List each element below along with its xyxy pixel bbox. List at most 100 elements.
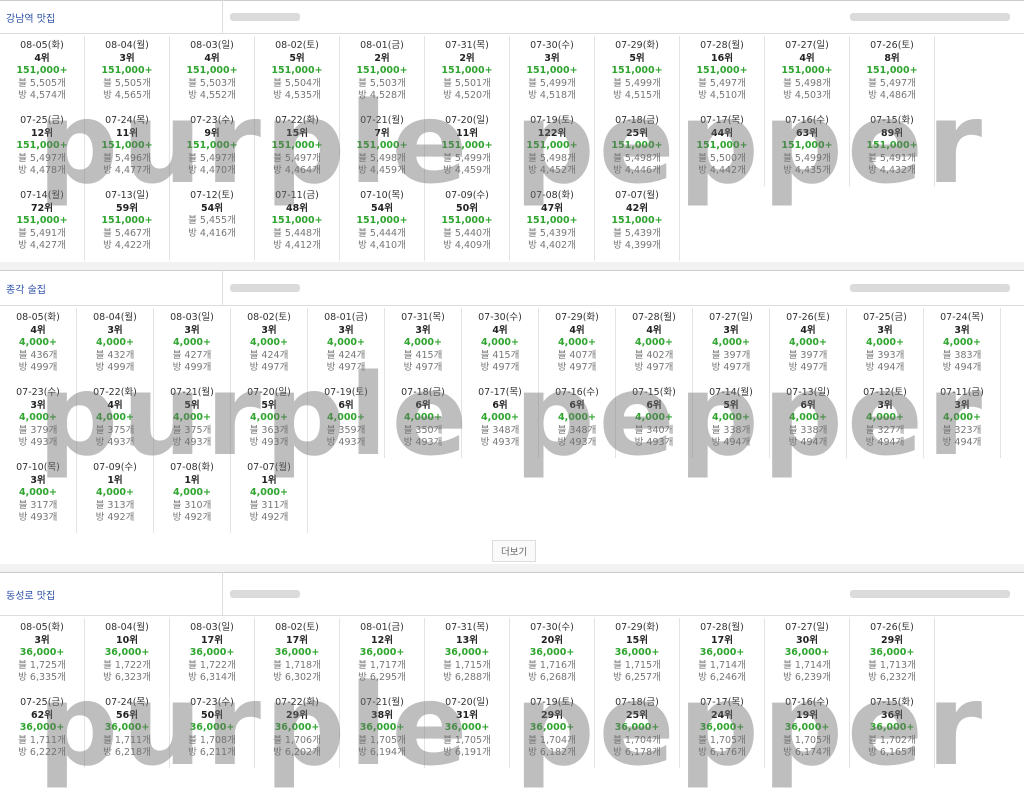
- search-volume: 151,000+: [526, 215, 578, 227]
- place-count: 방 6,314개: [188, 672, 236, 684]
- date: 08-04(월): [105, 622, 149, 633]
- place-count: 방 6,174개: [783, 747, 831, 759]
- blog-count: 블 1,711개: [103, 734, 151, 746]
- blog-count: 블 5,497개: [273, 152, 321, 164]
- place-count: 방 493개: [18, 512, 58, 524]
- rank: 17위: [286, 634, 308, 646]
- rank-cell: 07-13(일) 59위 151,000+ 블 5,467개 방 4,422개: [85, 186, 170, 261]
- search-volume: 4,000+: [18, 487, 57, 499]
- blurred-info: [850, 13, 1010, 21]
- blog-count: 블 1,706개: [273, 734, 321, 746]
- blog-count: 블 338개: [711, 424, 751, 436]
- rank-cell: 07-12(토) 54위 블 5,455개 방 4,416개: [170, 186, 255, 261]
- search-volume: 151,000+: [611, 140, 663, 152]
- date: 07-19(토): [530, 697, 574, 708]
- search-volume: 4,000+: [249, 412, 288, 424]
- date: 07-30(수): [530, 40, 574, 51]
- place-count: 방 6,191개: [443, 747, 491, 759]
- rank: 3위: [877, 324, 893, 336]
- blog-count: 블 1,705개: [443, 734, 491, 746]
- place-count: 방 492개: [172, 512, 212, 524]
- blog-count: 블 5,498개: [528, 152, 576, 164]
- rank-cell: 07-21(월) 5위 4,000+ 블 375개 방 493개: [154, 383, 231, 458]
- rank-cell: 07-17(목) 6위 4,000+ 블 348개 방 493개: [462, 383, 539, 458]
- rank: 59위: [116, 202, 138, 214]
- rank: 3위: [119, 52, 135, 64]
- rank: 3위: [877, 399, 893, 411]
- search-volume: 4,000+: [557, 412, 596, 424]
- search-volume: 151,000+: [16, 215, 68, 227]
- rank: 89위: [881, 127, 903, 139]
- date: 07-10(목): [16, 462, 60, 473]
- date: 07-31(목): [401, 312, 445, 323]
- place-count: 방 4,477개: [103, 165, 151, 177]
- rank-cell: 07-15(화) 89위 151,000+ 블 5,491개 방 4,432개: [850, 111, 935, 186]
- date: 07-12(토): [863, 387, 907, 398]
- place-count: 방 499개: [95, 362, 135, 374]
- place-count: 방 6,218개: [103, 747, 151, 759]
- search-volume: 4,000+: [711, 337, 750, 349]
- rank-cell: 07-09(수) 50위 151,000+ 블 5,440개 방 4,409개: [425, 186, 510, 261]
- search-volume: 151,000+: [526, 65, 578, 77]
- blog-count: 블 424개: [326, 349, 366, 361]
- place-count: 방 4,565개: [103, 90, 151, 102]
- place-count: 방 4,486개: [868, 90, 916, 102]
- rank: 2위: [374, 52, 390, 64]
- rank: 17위: [711, 634, 733, 646]
- blog-count: 블 5,439개: [528, 227, 576, 239]
- search-volume: 151,000+: [271, 65, 323, 77]
- date: 08-01(금): [360, 40, 404, 51]
- place-count: 방 499개: [18, 362, 58, 374]
- header-divider: [222, 0, 223, 34]
- date: 07-29(화): [615, 40, 659, 51]
- rank-cell: 07-24(목) 11위 151,000+ 블 5,496개 방 4,477개: [85, 111, 170, 186]
- blog-count: 블 1,722개: [188, 659, 236, 671]
- place-count: 방 4,412개: [273, 240, 321, 252]
- date: 07-10(목): [360, 190, 404, 201]
- place-count: 방 6,176개: [698, 747, 746, 759]
- date: 07-27(일): [785, 40, 829, 51]
- blog-count: 블 393개: [865, 349, 905, 361]
- more-button[interactable]: 더보기: [492, 540, 537, 562]
- rank-cell: 07-31(목) 2위 151,000+ 블 5,501개 방 4,520개: [425, 36, 510, 111]
- blog-count: 블 5,504개: [273, 77, 321, 89]
- rank-cell: 07-09(수) 1위 4,000+ 블 313개 방 492개: [77, 458, 154, 533]
- rank: 10위: [116, 634, 138, 646]
- blog-count: 블 1,715개: [613, 659, 661, 671]
- place-count: 방 4,528개: [358, 90, 406, 102]
- rank-cell: 07-21(월) 7위 151,000+ 블 5,498개 방 4,459개: [340, 111, 425, 186]
- date: 08-04(월): [105, 40, 149, 51]
- search-volume: 151,000+: [16, 140, 68, 152]
- rank-cell: 08-01(금) 2위 151,000+ 블 5,503개 방 4,528개: [340, 36, 425, 111]
- blog-count: 블 317개: [18, 499, 58, 511]
- search-volume: 4,000+: [95, 412, 134, 424]
- place-count: 방 4,422개: [103, 240, 151, 252]
- rank-cell: 08-03(일) 4위 151,000+ 블 5,503개 방 4,552개: [170, 36, 255, 111]
- rank: 1위: [184, 474, 200, 486]
- place-count: 방 4,442개: [698, 165, 746, 177]
- search-volume: 4,000+: [403, 337, 442, 349]
- search-volume: 151,000+: [866, 65, 918, 77]
- rank: 6위: [415, 399, 431, 411]
- date: 07-25(금): [20, 697, 64, 708]
- search-volume: 4,000+: [788, 412, 827, 424]
- rank-cell: 07-26(토) 4위 4,000+ 블 397개 방 497개: [770, 308, 847, 383]
- blog-count: 블 5,503개: [188, 77, 236, 89]
- search-volume: 151,000+: [101, 65, 153, 77]
- date: 07-07(월): [247, 462, 291, 473]
- blog-count: 블 350개: [403, 424, 443, 436]
- rank: 3위: [338, 324, 354, 336]
- blog-count: 블 5,498개: [358, 152, 406, 164]
- date: 07-08(화): [530, 190, 574, 201]
- blog-count: 블 313개: [95, 499, 135, 511]
- search-volume: 36,000+: [784, 722, 830, 734]
- rank: 30위: [796, 634, 818, 646]
- rank: 3위: [30, 474, 46, 486]
- place-count: 방 6,202개: [273, 747, 321, 759]
- date: 07-27(일): [785, 622, 829, 633]
- blog-count: 블 1,705개: [358, 734, 406, 746]
- search-volume: 4,000+: [403, 412, 442, 424]
- search-volume: 36,000+: [699, 722, 745, 734]
- date: 08-05(화): [20, 622, 64, 633]
